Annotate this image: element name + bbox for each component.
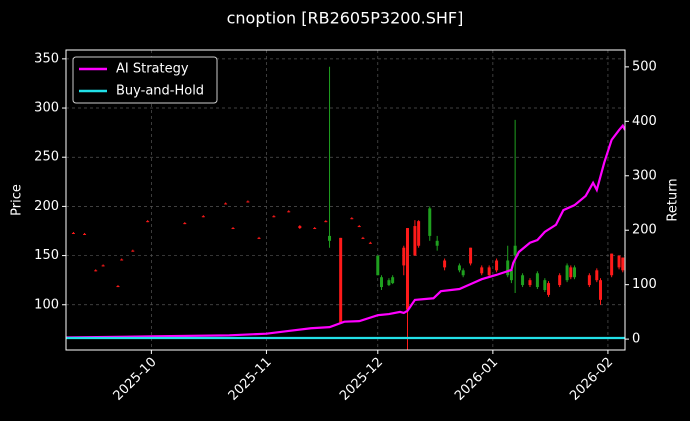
candle-body: [246, 201, 250, 203]
x-tick-label: 2025-10: [111, 355, 160, 404]
axes: 100 150 200 250 300 350 0 100 200 300 400 500 2025-1…: [34, 51, 657, 403]
candle-body: [287, 211, 291, 213]
candle-body: [131, 250, 135, 252]
candle-body: [558, 275, 562, 286]
candle-body: [573, 267, 577, 278]
candle-body: [610, 253, 614, 276]
candle-body: [313, 228, 317, 230]
candle-body: [599, 280, 603, 300]
candle-body: [231, 228, 235, 230]
x-tick-label: 2025-11: [226, 355, 275, 404]
candle-body: [201, 216, 205, 218]
candle-body: [101, 265, 105, 267]
candle-body: [257, 237, 261, 239]
y2-tick-label: 500: [632, 59, 657, 74]
x-tick-label: 2026-01: [452, 355, 501, 404]
y-tick-label: 150: [34, 248, 59, 263]
candle-body: [146, 221, 150, 223]
y-tick-label: 100: [34, 297, 59, 312]
candle-body: [461, 270, 465, 276]
x-tick-label: 2025-12: [337, 355, 386, 404]
candle-body: [71, 232, 75, 234]
legend-box: [72, 56, 218, 104]
y2-tick-label: 0: [632, 332, 640, 347]
y2-tick-label: 400: [632, 114, 657, 129]
plot: [66, 66, 625, 350]
candle-body: [413, 226, 417, 256]
candle-body: [350, 218, 354, 220]
y-axis-label: Price: [10, 184, 25, 216]
x-tick-label: 2026-02: [567, 355, 616, 404]
candle-body: [535, 273, 539, 288]
y2-tick-label: 300: [632, 168, 657, 183]
line-series: [66, 123, 625, 339]
legend: AI Strategy Buy-and-Hold: [72, 56, 218, 104]
y-tick-label: 250: [34, 150, 59, 165]
candle-body: [469, 247, 473, 264]
candle-body: [513, 245, 517, 256]
candle-body: [417, 221, 421, 246]
candle-body: [443, 260, 447, 268]
candle-body: [509, 270, 513, 281]
candle-body: [435, 240, 439, 246]
candle-body: [569, 267, 573, 278]
candle-body: [617, 255, 621, 268]
candle-body: [387, 280, 391, 286]
candle-body: [368, 242, 372, 244]
candle-body: [116, 286, 120, 288]
candle-body: [565, 265, 569, 281]
candle-body: [428, 208, 432, 236]
y-tick-label: 300: [34, 101, 59, 116]
candle-body: [324, 221, 328, 223]
candle-body: [272, 216, 276, 218]
candle-body: [120, 259, 124, 261]
legend-label: Buy-and-Hold: [116, 84, 204, 99]
candle-body: [83, 233, 87, 235]
y2-tick-label: 100: [632, 277, 657, 292]
candle-body: [298, 226, 302, 229]
candle-body: [380, 277, 384, 288]
y-tick-label: 200: [34, 199, 59, 214]
candle-body: [402, 247, 406, 266]
y2-axis-label: Return: [666, 178, 681, 221]
candle-body: [543, 280, 547, 290]
candle-body: [376, 255, 380, 276]
candle-body: [487, 267, 491, 276]
legend-label: AI Strategy: [116, 62, 189, 77]
candle-body: [521, 275, 525, 286]
candle-body: [328, 235, 332, 241]
candle-body: [547, 283, 551, 295]
candle-body: [405, 228, 409, 310]
candle-body: [480, 267, 484, 274]
y-tick-label: 350: [34, 51, 59, 66]
candle-body: [361, 237, 365, 239]
candle-body: [457, 265, 461, 271]
y2-tick-label: 200: [632, 223, 657, 238]
candle-body: [595, 270, 599, 281]
chart-title: cnoption [RB2605P3200.SHF]: [227, 9, 464, 28]
candle-body: [357, 226, 361, 228]
plot-frame: [65, 49, 626, 351]
candle-body: [621, 257, 625, 271]
candle-body: [506, 260, 510, 276]
candle-body: [94, 270, 98, 272]
candle-body: [339, 237, 343, 323]
candle-body: [183, 223, 187, 225]
candle-body: [528, 280, 532, 286]
candle-body: [495, 260, 499, 271]
candle-body: [587, 275, 591, 286]
candle-body: [224, 203, 228, 205]
candle-body: [391, 277, 395, 284]
